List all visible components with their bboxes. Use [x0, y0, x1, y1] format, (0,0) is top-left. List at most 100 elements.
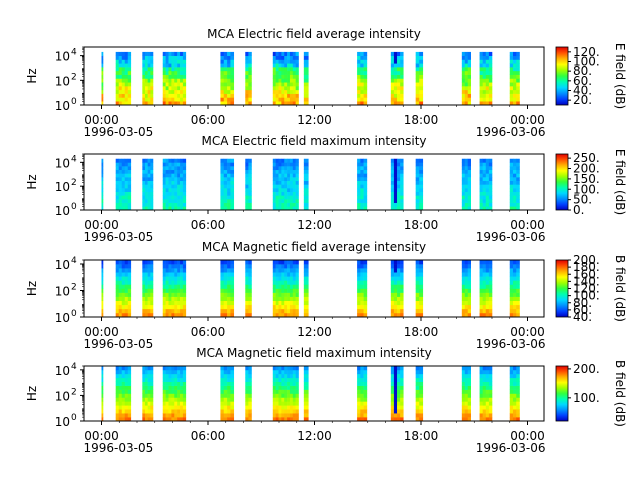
heatmap-cell: [461, 280, 466, 285]
heatmap-cell: [248, 304, 252, 310]
heatmap-cell: [272, 401, 276, 406]
heatmap-cell: [363, 67, 368, 72]
heatmap-cell: [177, 409, 181, 414]
heatmap-cell: [295, 59, 299, 64]
heatmap-cell: [281, 264, 285, 269]
heatmap-cell: [461, 188, 466, 192]
heatmap-cell: [171, 405, 175, 410]
heatmap-cell: [400, 366, 404, 371]
heatmap-cell: [275, 162, 279, 167]
heatmap-cell: [168, 397, 172, 402]
heatmap-cell: [415, 377, 420, 383]
heatmap-cell: [292, 393, 296, 398]
heatmap-cell: [180, 86, 184, 91]
heatmap-cell: [168, 284, 172, 289]
heatmap-cell: [147, 82, 151, 87]
heatmap-cell: [118, 93, 123, 98]
heatmap-cell: [393, 393, 398, 398]
heatmap-cell: [180, 409, 184, 414]
heatmap-cell: [162, 93, 166, 98]
heatmap-cell: [482, 97, 487, 102]
heatmap-cell: [278, 288, 282, 293]
heatmap-cell: [464, 405, 469, 410]
heatmap-cell: [488, 166, 493, 171]
heatmap-cell: [461, 373, 466, 379]
heatmap-cell: [162, 260, 166, 265]
heatmap-cell: [415, 51, 420, 57]
heatmap-cell: [488, 55, 493, 60]
x-tick-label: 00:00: [84, 113, 119, 127]
heatmap-cell: [461, 377, 466, 383]
heatmap-cell: [464, 70, 469, 75]
heatmap-cell: [272, 393, 276, 398]
heatmap-cell: [142, 184, 146, 189]
heatmap-cell: [101, 385, 104, 390]
heatmap-cell: [400, 272, 404, 277]
heatmap-cell: [393, 417, 398, 422]
heatmap-cell: [177, 162, 181, 167]
heatmap-cell: [295, 405, 299, 410]
heatmap-cell: [400, 284, 404, 289]
heatmap-cell: [127, 369, 132, 375]
heatmap-cell: [245, 97, 249, 102]
heatmap-cell: [479, 264, 483, 269]
heatmap-cell: [461, 300, 466, 306]
heatmap-cell: [479, 162, 483, 167]
heatmap-cell: [230, 300, 235, 306]
heatmap-cell: [165, 158, 169, 163]
heatmap-cell: [101, 184, 104, 189]
heatmap-cell: [461, 67, 466, 72]
heatmap-cell: [245, 296, 249, 302]
heatmap-cell: [479, 366, 483, 371]
heatmap-cell: [115, 101, 120, 106]
heatmap-cell: [363, 268, 368, 273]
heatmap-cell: [516, 158, 520, 163]
heatmap-cell: [144, 63, 148, 68]
heatmap-cell: [464, 97, 469, 102]
heatmap-cell: [127, 158, 132, 163]
heatmap-cell: [278, 264, 282, 269]
heatmap-cell: [281, 202, 285, 207]
heatmap-cell: [357, 86, 361, 91]
heatmap-cell: [513, 191, 517, 196]
heatmap-cell: [397, 177, 401, 182]
heatmap-cell: [516, 78, 520, 83]
heatmap-cell: [115, 401, 120, 406]
heatmap-cell: [115, 417, 120, 422]
heatmap-cell: [278, 405, 282, 410]
heatmap-cell: [390, 67, 395, 72]
heatmap-cell: [482, 304, 487, 310]
heatmap-cell: [400, 59, 404, 64]
heatmap-cell: [275, 101, 279, 106]
heatmap-cell: [488, 393, 493, 398]
heatmap-cell: [461, 304, 466, 310]
heatmap-cell: [390, 199, 395, 203]
heatmap-cell: [272, 202, 276, 207]
y-tick-exponent: 4: [71, 256, 77, 266]
heatmap-cell: [272, 59, 276, 64]
heatmap-cell: [248, 191, 252, 196]
heatmap-cell: [124, 162, 129, 167]
heatmap-cell: [182, 288, 187, 293]
colorbar-tick-label: 120.: [573, 45, 600, 59]
heatmap-cell: [168, 188, 172, 192]
heatmap-cell: [121, 417, 126, 422]
heatmap-cell: [165, 373, 169, 379]
heatmap-cell: [147, 162, 151, 167]
heatmap-cell: [162, 409, 166, 414]
heatmap-cell: [488, 373, 493, 379]
heatmap-cell: [174, 78, 178, 83]
heatmap-cell: [464, 300, 469, 306]
heatmap-cell: [180, 63, 184, 68]
heatmap-cell: [400, 417, 404, 422]
heatmap-cell: [101, 59, 104, 64]
heatmap-cell: [171, 173, 175, 178]
heatmap-cell: [467, 260, 471, 265]
heatmap-cell: [124, 195, 129, 200]
heatmap-cell: [124, 381, 129, 386]
heatmap-cell: [230, 177, 235, 182]
heatmap-cell: [180, 312, 184, 318]
heatmap-cell: [289, 63, 294, 68]
heatmap-cell: [513, 63, 517, 68]
heatmap-cell: [182, 377, 187, 383]
